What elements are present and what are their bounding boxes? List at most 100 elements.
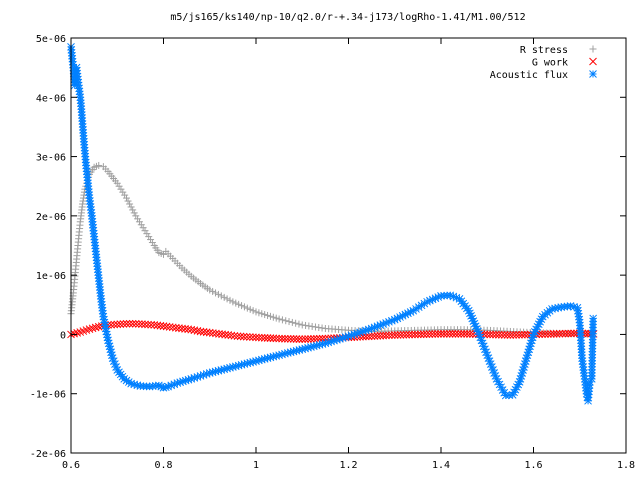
data-point [520, 360, 529, 368]
data-point [492, 330, 500, 339]
data-point [123, 194, 130, 202]
data-point [128, 319, 137, 328]
data-point [414, 330, 422, 339]
data-point [162, 322, 171, 331]
data-point [199, 328, 208, 336]
data-point [95, 161, 103, 169]
data-point [209, 287, 217, 295]
data-point [168, 323, 177, 332]
data-point [431, 330, 440, 338]
data-point [131, 319, 140, 328]
data-point [126, 200, 134, 208]
data-point [302, 321, 310, 329]
legend-label: R stress [520, 45, 568, 56]
data-point [205, 328, 214, 337]
legend-label: G work [532, 58, 568, 69]
data-point [448, 329, 457, 338]
y-tick-label: 1e-06 [36, 271, 66, 282]
data-point [281, 334, 289, 343]
data-point [315, 334, 324, 343]
data-point [206, 286, 214, 294]
data-point [370, 332, 379, 340]
data-point [440, 329, 448, 338]
data-point [483, 330, 492, 339]
x-tick-label: 0.8 [154, 460, 172, 471]
data-point [147, 320, 156, 329]
data-point [541, 330, 549, 338]
data-point [373, 332, 382, 340]
legend-label: Acoustic flux [490, 70, 568, 81]
data-point [318, 324, 326, 332]
data-point [269, 313, 277, 321]
data-point [272, 314, 280, 322]
data-point [393, 331, 402, 339]
data-point [497, 330, 506, 339]
data-point [134, 320, 143, 328]
data-point [555, 329, 564, 338]
data-point [275, 315, 283, 323]
data-point [549, 330, 558, 338]
data-point [246, 305, 254, 313]
data-point [518, 330, 526, 339]
data-point [309, 335, 318, 343]
data-point [544, 330, 552, 338]
data-point [567, 329, 575, 338]
data-point [558, 329, 567, 338]
data-point [445, 329, 454, 338]
data-point [506, 331, 515, 339]
data-point [442, 329, 451, 338]
data-point [509, 331, 518, 339]
data-point [304, 335, 312, 343]
data-point [221, 330, 230, 339]
data-point [278, 334, 286, 343]
data-point [416, 330, 425, 339]
data-point [223, 295, 231, 303]
data-point [122, 319, 131, 328]
data-point [589, 314, 598, 323]
data-point [292, 346, 301, 355]
data-point [94, 322, 103, 331]
data-point [275, 334, 283, 343]
data-point [252, 308, 260, 316]
data-point [220, 293, 228, 301]
data-point [278, 316, 286, 324]
data-point [298, 321, 306, 329]
data-point [379, 331, 388, 340]
data-point [399, 330, 408, 339]
x-tick-label: 1.8 [617, 460, 635, 471]
data-point [257, 333, 266, 342]
data-point [552, 329, 561, 338]
data-point [190, 326, 199, 335]
data-point [564, 329, 573, 338]
x-tick-label: 1 [253, 460, 259, 471]
data-point [261, 311, 269, 319]
data-point [519, 366, 527, 374]
data-point [129, 206, 137, 214]
data-point [238, 302, 246, 310]
legend-marker [589, 70, 597, 78]
data-point [305, 322, 313, 330]
data-point [193, 327, 202, 335]
data-point [494, 330, 503, 339]
data-point [202, 328, 211, 337]
data-point [263, 354, 272, 362]
data-point [318, 334, 327, 343]
data-point [364, 332, 373, 341]
data-point [527, 339, 535, 348]
data-point [184, 325, 193, 334]
data-point [217, 292, 225, 300]
data-point [242, 332, 251, 341]
data-point [425, 330, 434, 338]
data-point [252, 333, 260, 342]
data-point [104, 339, 113, 348]
data-point [125, 319, 134, 328]
data-point [124, 197, 132, 205]
data-point [405, 330, 414, 339]
data-point [150, 321, 159, 329]
y-tick-label: -2e-06 [30, 449, 66, 460]
data-point [119, 320, 128, 328]
data-point [227, 331, 236, 340]
data-point [70, 329, 78, 338]
data-point [460, 329, 468, 338]
